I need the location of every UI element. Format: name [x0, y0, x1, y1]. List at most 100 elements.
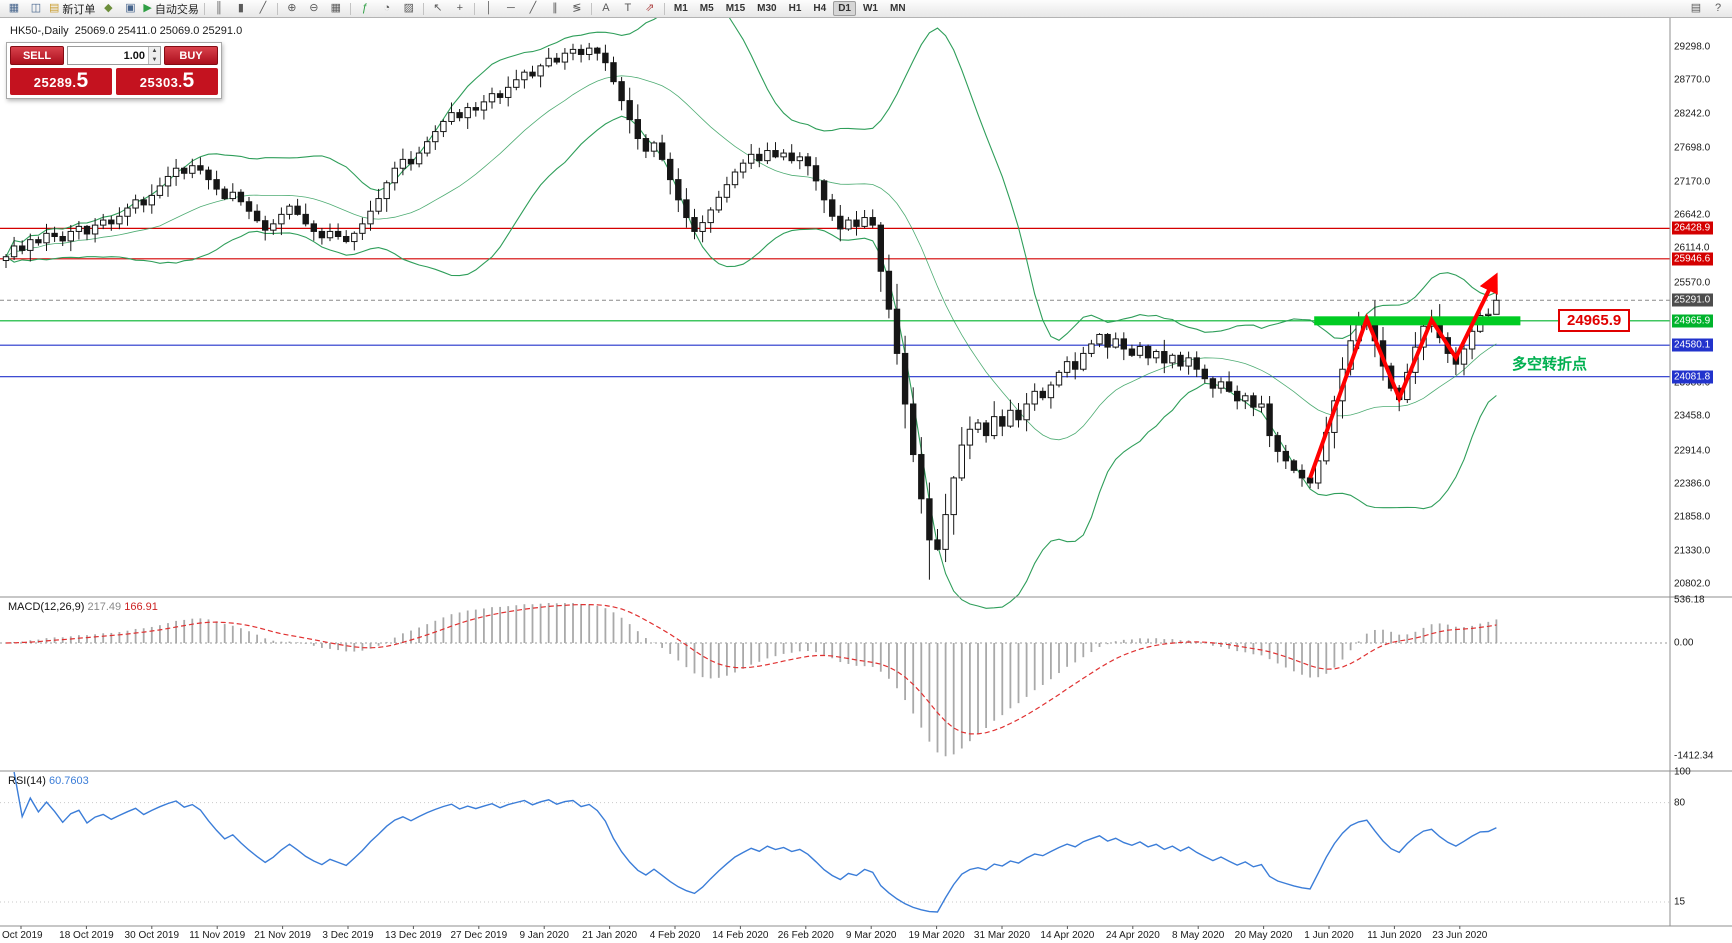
rsi-label: RSI(14) [8, 775, 46, 787]
expert-advisors-icon-glyph: ◆ [104, 2, 113, 14]
timeframe-mn[interactable]: MN [889, 3, 906, 14]
expert-advisors-icon[interactable]: ◆ [97, 0, 119, 17]
tile-windows-icon-glyph: ▦ [330, 2, 342, 14]
price-axis-label: 23458.0 [1674, 410, 1711, 422]
timeframe-d1[interactable]: D1 [833, 1, 856, 16]
toolbar: ▦ ◫ ▤ 新订单 ◆ ▣ ▶ 自动交易 ║ ▮ ╱ ⊕ ⊖ ▦ ƒ ◔ ▨ ↖ + │ ─ ╱ ∥ ≶ A T ⇗ M1 M5 M15… [0, 0, 1732, 18]
price-axis-marker: 24081.8 [1672, 370, 1714, 384]
macd-axis-label: 536.18 [1674, 594, 1705, 606]
timeframe-h1[interactable]: H1 [788, 3, 802, 14]
price-axis-label: 26114.0 [1674, 242, 1710, 254]
text-icon[interactable]: A [595, 0, 617, 17]
date-axis-label: 26 Feb 2020 [777, 930, 834, 941]
timeframe-m15[interactable]: M15 [725, 3, 746, 14]
toolbar-separator [473, 2, 475, 15]
date-axis-label: 30 Oct 2019 [124, 930, 180, 941]
chart-window-icon-glyph: ▣ [125, 2, 136, 14]
crosshair-icon[interactable]: + [449, 0, 471, 17]
buy-button[interactable]: BUY [164, 46, 218, 65]
macd-main-value: 217.49 [87, 601, 122, 613]
price-axis-label: 21858.0 [1674, 511, 1711, 523]
macd-panel-title: MACD(12,26,9) 217.49 166.91 [8, 601, 158, 613]
sell-button[interactable]: SELL [10, 46, 64, 65]
volume-field[interactable]: 1.00 ▲ ▼ [67, 46, 161, 65]
macd-axis-label: 0.00 [1674, 637, 1694, 649]
sell-price-tile[interactable]: 25289. 5 [10, 68, 112, 95]
cursor-icon[interactable]: ↖ [427, 0, 449, 17]
tile-windows-icon[interactable]: ▦ [325, 0, 347, 17]
date-axis-label: 18 Oct 2019 [59, 930, 114, 941]
timeframe-h4[interactable]: H4 [813, 3, 827, 14]
date-axis-label: 19 Mar 2020 [908, 930, 965, 941]
date-axis-label: 24 Apr 2020 [1105, 930, 1160, 941]
equidistant-channel-icon[interactable]: ∥ [544, 0, 566, 17]
price-axis-marker: 25946.6 [1672, 252, 1714, 266]
line-chart-icon[interactable]: ╱ [252, 0, 274, 17]
price-axis-label: 22386.0 [1674, 478, 1711, 490]
profiles-icon[interactable]: ◫ [25, 0, 47, 17]
autotrading-button-label: 自动交易 [154, 3, 199, 16]
turning-point-annotation: 多空转折点 [1512, 355, 1588, 373]
date-axis-label: 14 Feb 2020 [712, 930, 769, 941]
buy-price-tile[interactable]: 25303. 5 [116, 68, 218, 95]
horizontal-line-icon[interactable]: ─ [500, 0, 522, 17]
new-order-icon: ▤ [49, 2, 60, 14]
fibonacci-icon-glyph: ≶ [572, 2, 582, 14]
price-axis-label: 26642.0 [1674, 209, 1711, 221]
horizontal-line-icon-glyph: ─ [506, 2, 515, 14]
autotrading-button[interactable]: ▶ 自动交易 [141, 0, 200, 17]
zoom-in-icon[interactable]: ⊕ [281, 0, 303, 17]
volume-up-icon[interactable]: ▲ [149, 47, 160, 56]
templates-icon[interactable]: ▨ [398, 0, 420, 17]
bar-chart-icon[interactable]: ║ [208, 0, 230, 17]
date-axis-label: 9 Jan 2020 [519, 930, 569, 941]
date-axis-label: 1 Jun 2020 [1304, 930, 1354, 941]
toolbar-separator [349, 2, 351, 15]
rsi-axis-label: 100 [1674, 766, 1691, 778]
vertical-line-icon[interactable]: │ [478, 0, 500, 17]
volume-down-icon[interactable]: ▼ [149, 55, 160, 64]
date-axis-label: 23 Jun 2020 [1432, 930, 1488, 941]
buy-price-big-digit: 5 [182, 69, 195, 92]
vertical-line-icon-glyph: │ [485, 2, 493, 14]
new-order-button-label: 新订单 [62, 3, 96, 16]
price-axis-label: 28770.0 [1674, 74, 1711, 86]
fibonacci-icon[interactable]: ≶ [566, 0, 588, 17]
timeframe-w1[interactable]: W1 [862, 3, 878, 14]
rsi-value: 60.7603 [48, 775, 89, 787]
timeframe-m5[interactable]: M5 [699, 3, 714, 14]
date-axis-label: 31 Mar 2020 [973, 930, 1031, 941]
date-axis-label: 21 Jan 2020 [582, 930, 638, 941]
crosshair-icon-glyph: + [456, 2, 464, 14]
indicators-icon[interactable]: ƒ [354, 0, 376, 17]
date-axis-label: 13 Dec 2019 [385, 930, 442, 941]
candlestick-icon-glyph: ▮ [237, 2, 244, 14]
price-axis-label: 21330.0 [1674, 545, 1711, 557]
toolbar-separator [590, 2, 592, 15]
price-axis-label: 25570.0 [1674, 277, 1711, 289]
text-label-icon[interactable]: T [617, 0, 639, 17]
profiles-icon-glyph: ◫ [30, 2, 42, 14]
timeframe-m1[interactable]: M1 [673, 3, 688, 14]
arrows-icon[interactable]: ⇗ [639, 0, 661, 17]
price-axis-marker: 25291.0 [1672, 293, 1714, 307]
price-axis-marker: 24965.9 [1672, 314, 1714, 328]
price-axis-label: 28242.0 [1674, 108, 1711, 120]
templates-icon-glyph: ▨ [403, 2, 415, 14]
new-chart-icon[interactable]: ▦ [3, 0, 25, 17]
timeframe-m30[interactable]: M30 [757, 3, 777, 14]
date-axis-label: Oct 2019 [2, 930, 43, 941]
candlestick-icon[interactable]: ▮ [230, 0, 252, 17]
rsi-axis-label: 15 [1674, 896, 1686, 908]
chart-window-icon[interactable]: ▣ [119, 0, 141, 17]
new-order-button[interactable]: ▤ 新订单 [47, 0, 97, 17]
date-axis-label: 3 Dec 2019 [322, 930, 374, 941]
volume-value[interactable]: 1.00 [123, 49, 145, 62]
help-icon[interactable]: ? [1707, 0, 1729, 17]
trendline-icon[interactable]: ╱ [522, 0, 544, 17]
window-list-icon[interactable]: ▤ [1685, 0, 1707, 17]
periods-icon[interactable]: ◔ [376, 0, 398, 17]
zoom-out-icon[interactable]: ⊖ [303, 0, 325, 17]
